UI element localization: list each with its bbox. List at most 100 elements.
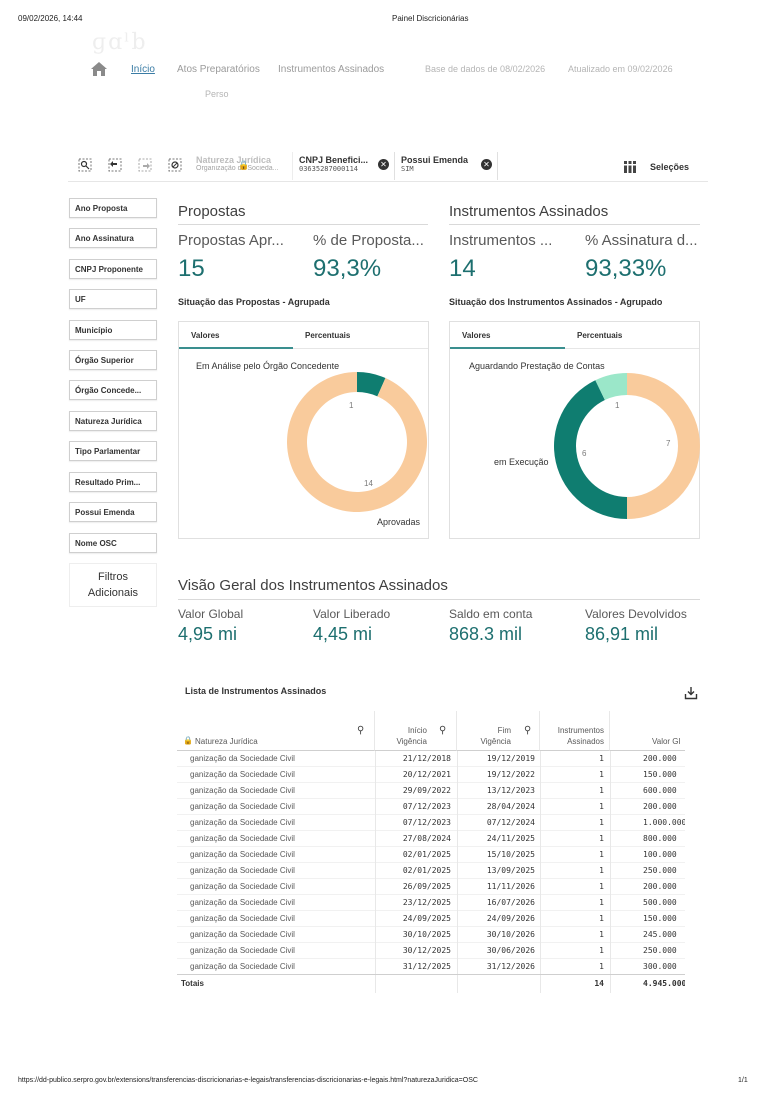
cell-natureza: ganização da Sociedade Civil [190, 866, 295, 875]
table-row[interactable]: ganização da Sociedade Civil 21/12/2018 19… [177, 751, 685, 767]
col-divider [457, 863, 458, 879]
donut-slice-aprovadas[interactable] [287, 372, 427, 512]
search-icon[interactable]: ⚲ [357, 725, 365, 736]
donut-slice-aguardando[interactable] [595, 373, 627, 401]
filter-orgao-concedente[interactable]: Órgão Concede... [69, 380, 157, 400]
col-divider [540, 751, 541, 767]
nav-instrumentos-assinados[interactable]: Instrumentos Assinados [278, 64, 385, 75]
chip-cnpj-beneficiario[interactable]: CNPJ Benefici... 03635287000114 [293, 152, 395, 180]
divider [449, 224, 700, 225]
filter-ano-assinatura[interactable]: Ano Assinatura [69, 228, 157, 248]
step-back-icon[interactable] [108, 158, 122, 172]
table-row[interactable]: ganização da Sociedade Civil 31/12/2025 31… [177, 959, 685, 975]
table-row[interactable]: ganização da Sociedade Civil 24/09/2025 24… [177, 911, 685, 927]
step-forward-icon[interactable] [138, 158, 152, 172]
nav-inicio[interactable]: Início [131, 64, 155, 75]
cell-valor: 245.000 [643, 930, 677, 939]
col-header-inicio[interactable]: Início Vigência ⚲ [375, 711, 457, 751]
col-divider [540, 799, 541, 815]
cell-valor: 250.000 [643, 946, 677, 955]
table-row[interactable]: ganização da Sociedade Civil 02/01/2025 15… [177, 847, 685, 863]
lock-icon: 🔒 [238, 160, 250, 170]
col-divider [375, 975, 376, 993]
donut-num-em-analise: 1 [349, 401, 354, 410]
selecoes-button[interactable]: Seleções [650, 162, 690, 172]
clear-selections-icon[interactable] [168, 158, 182, 172]
totals-divider [177, 974, 685, 975]
col-header-natureza[interactable]: 🔒 Natureza Jurídica ⚲ [177, 711, 375, 751]
table-row[interactable]: ganização da Sociedade Civil 07/12/2023 28… [177, 799, 685, 815]
table-row[interactable]: ganização da Sociedade Civil 27/08/2024 24… [177, 831, 685, 847]
saldo-conta-label: Saldo em conta [449, 607, 533, 621]
filter-ano-proposta[interactable]: Ano Proposta [69, 198, 157, 218]
cell-valor: 200.000 [643, 802, 677, 811]
cell-inicio: 07/12/2023 [402, 802, 451, 811]
chip-value: Organização da Socieda... [196, 165, 279, 172]
filter-municipio[interactable]: Município [69, 320, 157, 340]
col-header-valor-global[interactable]: Valor Gl [610, 711, 685, 751]
tab-valores[interactable]: Valores [191, 331, 220, 340]
table-row[interactable]: ganização da Sociedade Civil 29/09/2022 13… [177, 783, 685, 799]
tab-percentuais[interactable]: Percentuais [577, 331, 623, 340]
tab-valores[interactable]: Valores [462, 331, 491, 340]
table-body: ganização da Sociedade Civil 21/12/2018 19… [177, 751, 685, 975]
cell-inicio: 24/09/2025 [402, 914, 451, 923]
filter-possui-emenda[interactable]: Possui Emenda [69, 502, 157, 522]
filter-nome-osc[interactable]: Nome OSC [69, 533, 157, 553]
table-row[interactable]: ganização da Sociedade Civil 23/12/2025 16… [177, 895, 685, 911]
col-divider [375, 847, 376, 863]
filter-natureza-juridica[interactable]: Natureza Jurídica [69, 411, 157, 431]
search-icon[interactable]: ⚲ [524, 725, 532, 736]
propostas-chart-title: Situação das Propostas - Agrupada [178, 297, 330, 307]
donut-num-aguardando: 1 [615, 401, 620, 410]
filter-orgao-superior[interactable]: Órgão Superior [69, 350, 157, 370]
col-divider [457, 959, 458, 975]
donut-label-em-analise: Em Análise pelo Órgão Concedente [196, 361, 340, 371]
table-row[interactable]: ganização da Sociedade Civil 02/01/2025 13… [177, 863, 685, 879]
totals-qtd: 14 [594, 979, 604, 988]
table-row[interactable]: ganização da Sociedade Civil 30/12/2025 30… [177, 943, 685, 959]
filter-uf[interactable]: UF [69, 289, 157, 309]
table-row[interactable]: ganização da Sociedade Civil 26/09/2025 11… [177, 879, 685, 895]
filter-resultado-primario[interactable]: Resultado Prim... [69, 472, 157, 492]
filtros-adicionais-line1: Filtros [98, 571, 128, 583]
download-icon[interactable] [684, 686, 698, 700]
close-icon[interactable]: ✕ [481, 159, 492, 170]
col-divider [457, 847, 458, 863]
nav-atos-preparatorios[interactable]: Atos Preparatórios [177, 64, 260, 75]
cell-inicio: 29/09/2022 [402, 786, 451, 795]
filter-cnpj-proponente[interactable]: CNPJ Proponente [69, 259, 157, 279]
col-header-fim[interactable]: Fim Vigência ⚲ [457, 711, 540, 751]
cell-natureza: ganização da Sociedade Civil [190, 962, 295, 971]
col-divider [540, 975, 541, 993]
table-row[interactable]: ganização da Sociedade Civil 30/10/2025 30… [177, 927, 685, 943]
cell-qtd: 1 [599, 898, 604, 907]
close-icon[interactable]: ✕ [378, 159, 389, 170]
cell-natureza: ganização da Sociedade Civil [190, 834, 295, 843]
col-header-instrumentos[interactable]: Instrumentos Assinados [540, 711, 610, 751]
donut-slice-em-analise[interactable] [357, 372, 386, 397]
cell-natureza: ganização da Sociedade Civil [190, 770, 295, 779]
home-icon[interactable] [90, 60, 108, 78]
search-icon[interactable]: ⚲ [439, 725, 447, 736]
perso-link[interactable]: Perso [205, 89, 229, 99]
chip-possui-emenda[interactable]: Possui Emenda SIM [395, 152, 498, 180]
table-row[interactable]: ganização da Sociedade Civil 20/12/2021 19… [177, 767, 685, 783]
donut-slice-aprovados[interactable] [627, 373, 700, 519]
col-header-instrumentos-l2: Assinados [567, 737, 604, 746]
selections-grid-icon[interactable] [624, 161, 636, 173]
instrumentos-title: Instrumentos Assinados [449, 203, 609, 220]
smart-search-icon[interactable] [78, 158, 92, 172]
chip-natureza-juridica[interactable]: Natureza Jurídica Organização da Socieda… [190, 152, 293, 180]
donut-num-em-execucao: 6 [582, 449, 587, 458]
tab-percentuais[interactable]: Percentuais [305, 331, 351, 340]
cell-qtd: 1 [599, 786, 604, 795]
filter-tipo-parlamentar[interactable]: Tipo Parlamentar [69, 441, 157, 461]
col-divider [610, 975, 611, 993]
table-row[interactable]: ganização da Sociedade Civil 07/12/2023 07… [177, 815, 685, 831]
donut-slice-em-execucao[interactable] [554, 380, 627, 519]
col-divider [610, 863, 611, 879]
filtros-adicionais-button[interactable]: Filtros Adicionais [69, 563, 157, 607]
print-url: https://dd-publico.serpro.gov.br/extensi… [18, 1077, 478, 1084]
col-divider [610, 831, 611, 847]
